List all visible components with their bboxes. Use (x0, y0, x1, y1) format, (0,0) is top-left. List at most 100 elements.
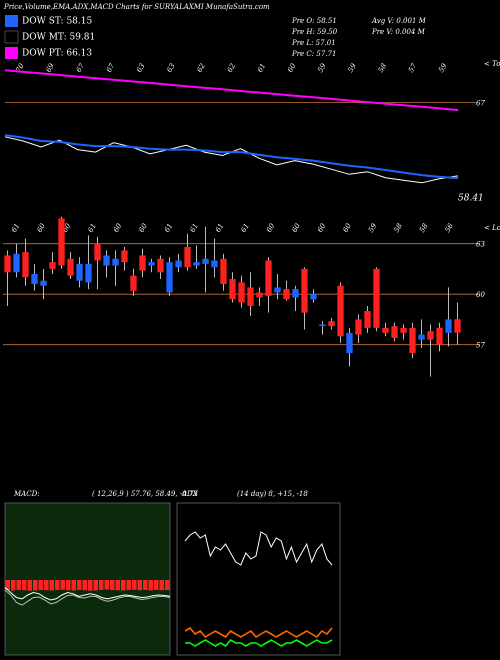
legend-entry: DOW PT: 66.13 (22, 49, 92, 59)
candle-body (13, 253, 20, 273)
candle-body (103, 255, 110, 266)
histogram-bar (93, 580, 98, 591)
peak-label: 61 (163, 222, 174, 234)
peak-label: 61 (240, 222, 251, 234)
candle-body (319, 324, 326, 327)
candle-body (427, 331, 434, 340)
candle-body (112, 258, 119, 266)
y-tick-label: 67 (476, 100, 485, 108)
candle-body (148, 262, 155, 266)
page-title: Price,Volume,EMA,ADX,MACD Charts for SUR… (3, 3, 270, 11)
candle-body (265, 260, 272, 296)
peak-label: 69 (45, 62, 57, 74)
peak-label: 58 (377, 62, 389, 74)
peak-label: 61 (189, 222, 200, 234)
candle-body (94, 243, 101, 261)
candle-body (373, 268, 380, 328)
candle-body (400, 327, 407, 333)
panel-params: ( 12,26,9 ) 57.76, 58.49, -0.73 (92, 490, 198, 498)
y-tick-label: 63 (476, 241, 485, 249)
series-line (4, 123, 459, 165)
histogram-bar (126, 580, 131, 590)
candle-body (445, 319, 452, 333)
corner-label: < Tops (484, 60, 500, 68)
histogram-bar (121, 580, 126, 591)
panel-background (176, 502, 341, 656)
legend-swatch (5, 47, 18, 59)
series-line (184, 626, 333, 639)
peak-label: 62 (196, 62, 208, 74)
candle-body (337, 285, 344, 337)
legend-swatch (4, 30, 19, 44)
candle-body (418, 334, 425, 340)
peak-label: 67 (75, 62, 87, 74)
last-value-label: 58.41 (458, 193, 484, 203)
histogram-bar (154, 580, 159, 590)
peak-label: 59 (347, 62, 359, 74)
histogram-bar (137, 580, 142, 591)
legend-entry: DOW MT: 59.81 (22, 33, 95, 43)
candle-body (301, 268, 308, 313)
candle-body (121, 250, 128, 263)
peak-label: 59 (316, 62, 328, 74)
info-text: Pre L: 57.01 (291, 39, 336, 47)
histogram-bar (71, 580, 76, 591)
candle-body (274, 287, 281, 293)
histogram-bar (104, 580, 109, 590)
peak-label: 63 (135, 62, 147, 74)
histogram-bar (77, 580, 82, 590)
peak-label: 61 (87, 222, 98, 234)
histogram-bar (99, 580, 104, 590)
histogram-bar (5, 580, 10, 590)
info-text: Pre O: 58.51 (291, 17, 337, 25)
histogram-bar (55, 580, 60, 590)
peak-label: 60 (286, 62, 298, 74)
peak-label: 60 (36, 222, 48, 234)
series-line (185, 638, 333, 648)
candle-body (184, 247, 191, 268)
histogram-bar (11, 580, 16, 591)
candle-body (139, 255, 146, 271)
peak-label: 60 (316, 222, 328, 234)
candle-body (22, 252, 29, 278)
candle-body (4, 255, 11, 273)
histogram-bar (148, 580, 153, 591)
candle-body (67, 258, 74, 276)
candle-body (283, 289, 290, 300)
candle-body (247, 287, 254, 306)
corner-label: < Lows (484, 224, 500, 232)
legend-entry: DOW ST: 58.15 (22, 17, 92, 27)
candle-body (382, 327, 389, 333)
candle-body (436, 327, 443, 345)
peak-label: 60 (291, 222, 303, 234)
histogram-bar (33, 580, 38, 591)
candle-body (193, 262, 200, 266)
info-text: Pre C: 57.71 (291, 50, 336, 58)
series-line (4, 587, 171, 601)
candle-body (49, 262, 56, 269)
histogram-bar (165, 580, 170, 590)
histogram-bar (16, 580, 21, 590)
candle-body (328, 321, 335, 327)
candle-body (238, 282, 245, 303)
candle-body (346, 332, 353, 354)
y-tick-label: 57 (476, 342, 485, 350)
panel-params: (14 day) 8, +15, -18 (237, 490, 308, 498)
y-tick-label: 60 (476, 291, 485, 299)
histogram-bar (110, 580, 115, 590)
candle-body (31, 273, 38, 285)
peak-label: 58 (393, 222, 405, 234)
series-line (4, 134, 459, 180)
histogram-bar (88, 580, 93, 591)
peak-label: 59 (437, 62, 449, 74)
info-text: Pre V: 0.004 M (371, 28, 426, 36)
candle-body (364, 311, 371, 328)
candle-body (166, 262, 173, 293)
candle-body (454, 319, 461, 333)
histogram-bar (60, 580, 65, 590)
panel-label: ADX (181, 490, 199, 498)
peak-label: 61 (214, 222, 225, 234)
peak-label: 62 (226, 62, 238, 74)
